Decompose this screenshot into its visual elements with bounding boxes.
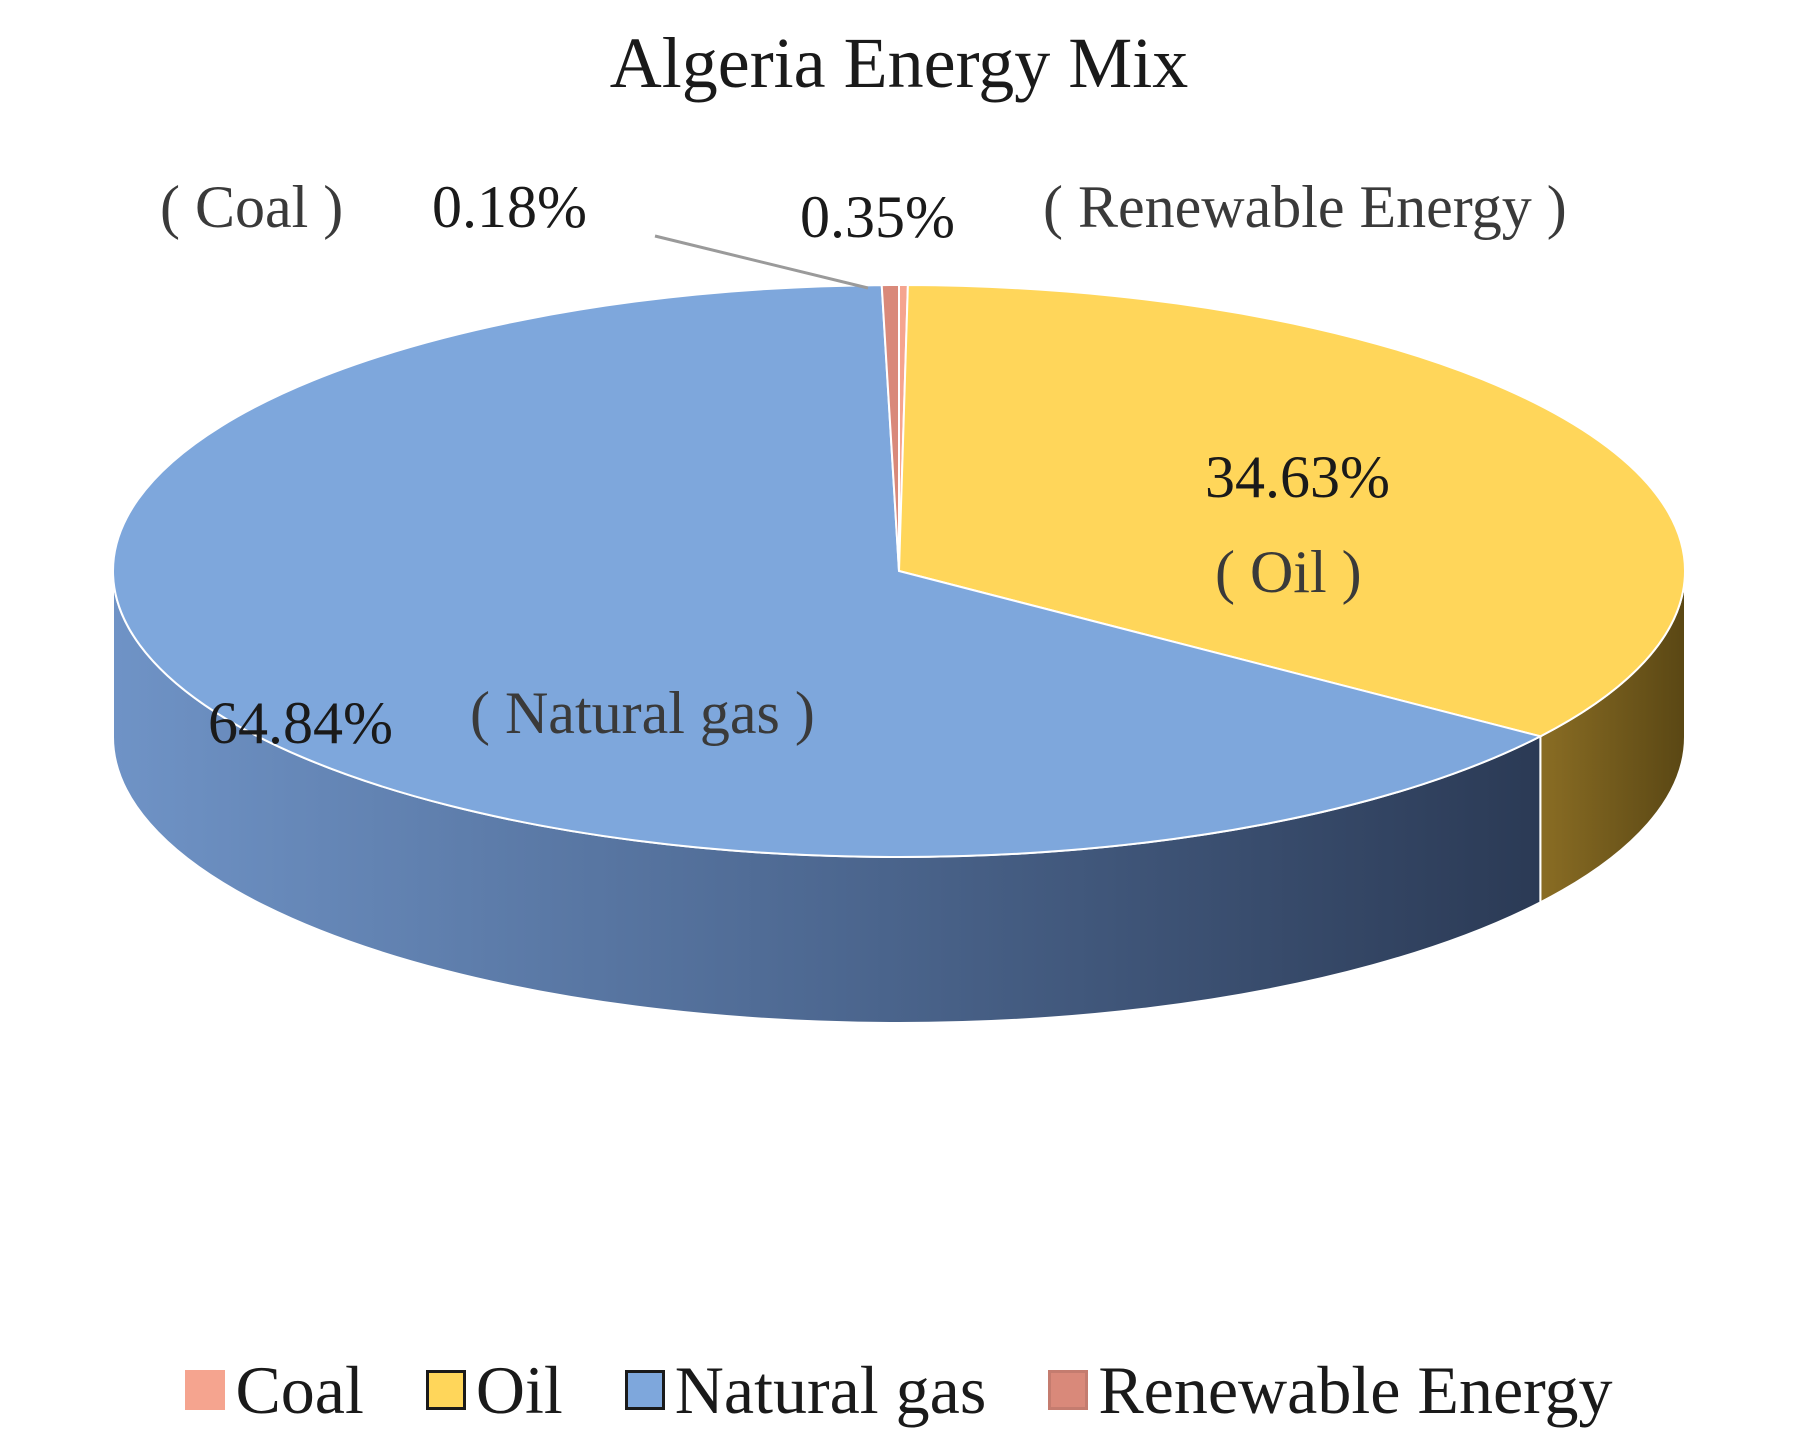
pie-slice-oil bbox=[897, 284, 1687, 738]
pie-slice-natural-gas bbox=[112, 284, 1544, 858]
legend-label-oil: Oil bbox=[475, 1352, 563, 1428]
legend-swatch-oil bbox=[425, 1370, 466, 1410]
gas-value-label: 64.84% bbox=[208, 690, 393, 756]
coal-category-label: ( Coal ) bbox=[160, 174, 343, 240]
renewable-value-label: 0.35% bbox=[800, 184, 955, 250]
legend-item-coal: Coal bbox=[185, 1350, 364, 1430]
coal-leader-line bbox=[654, 234, 869, 290]
renewable-category-label: ( Renewable Energy ) bbox=[1043, 174, 1567, 240]
legend-label-renewable-energy: Renewable Energy bbox=[1098, 1352, 1613, 1428]
legend: Coal Oil Natural gas Renewable Energy bbox=[0, 1350, 1798, 1430]
legend-swatch-renewable-energy bbox=[1048, 1370, 1089, 1410]
legend-swatch-natural-gas bbox=[624, 1370, 665, 1410]
legend-item-renewable-energy: Renewable Energy bbox=[1048, 1350, 1613, 1430]
legend-item-natural-gas: Natural gas bbox=[624, 1350, 987, 1430]
coal-value-label: 0.18% bbox=[432, 174, 587, 240]
legend-label-coal: Coal bbox=[235, 1352, 364, 1428]
oil-value-label: 34.63% bbox=[1205, 444, 1390, 510]
pie-slice-renewable-energy bbox=[880, 283, 900, 572]
oil-category-label: ( Oil ) bbox=[1215, 539, 1362, 605]
gas-category-label: ( Natural gas ) bbox=[470, 680, 815, 746]
pie-top-faces bbox=[112, 283, 1687, 858]
legend-label-natural-gas: Natural gas bbox=[674, 1352, 987, 1428]
legend-swatch-coal bbox=[185, 1370, 226, 1410]
chart-title: Algeria Energy Mix bbox=[609, 23, 1189, 103]
legend-item-oil: Oil bbox=[425, 1350, 563, 1430]
